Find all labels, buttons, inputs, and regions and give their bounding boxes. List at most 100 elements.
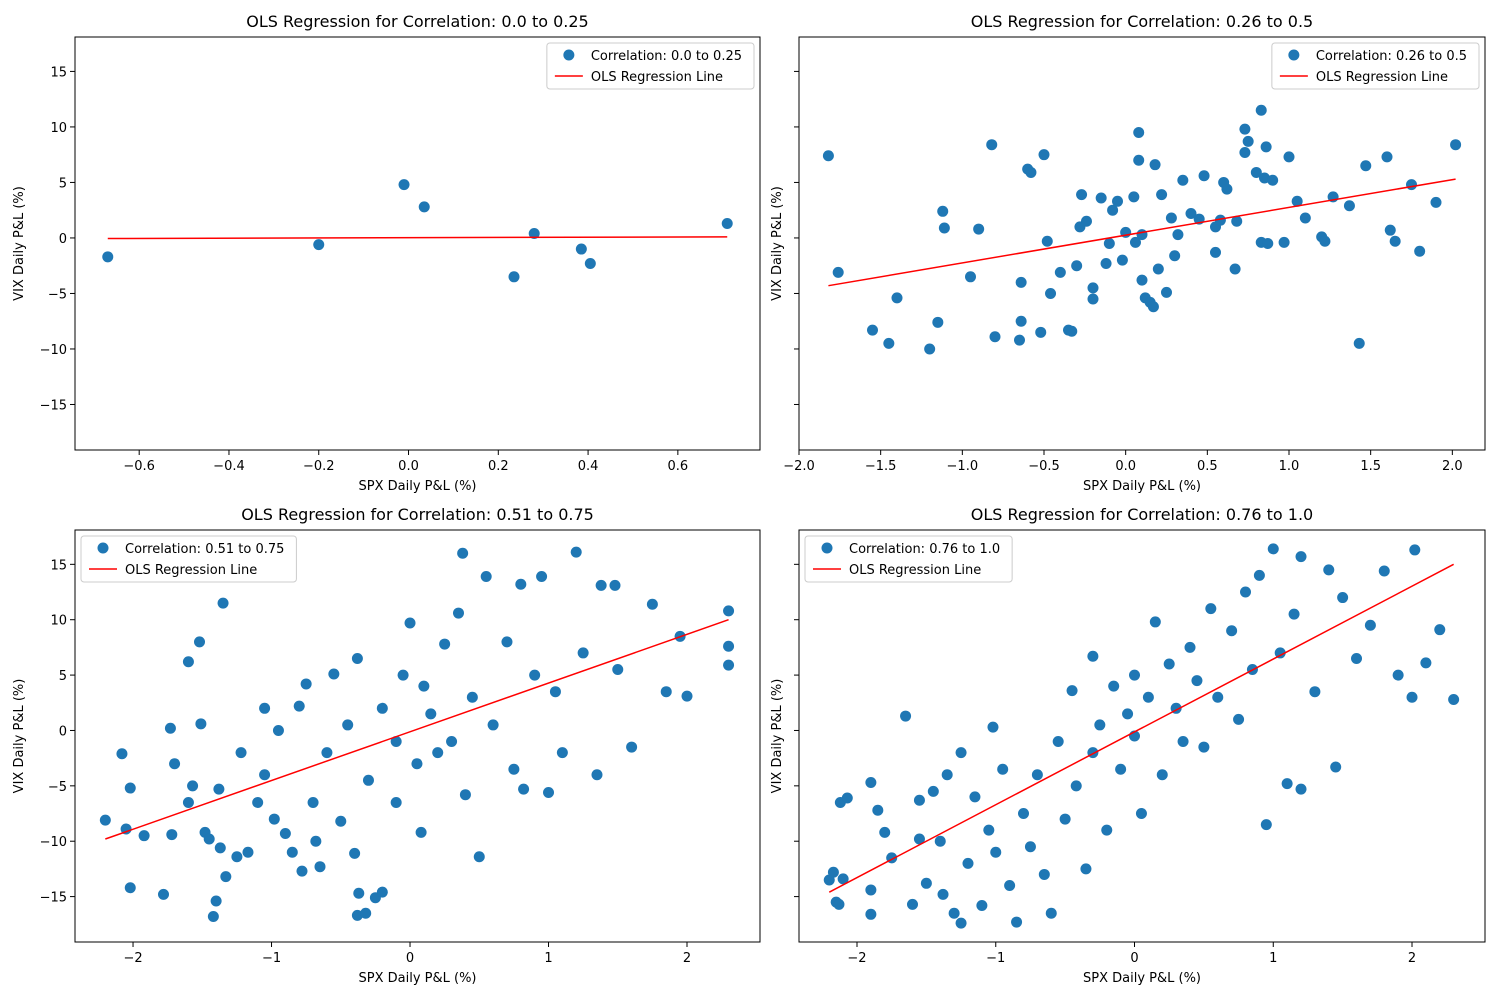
legend: Correlation: 0.0 to 0.25 OLS Regression L… bbox=[546, 42, 755, 90]
scatter-point bbox=[1004, 880, 1016, 892]
scatter-point bbox=[575, 243, 587, 255]
subplot: OLS Regression for Correlation: 0.51 to … bbox=[12, 505, 761, 986]
scatter-point bbox=[1205, 603, 1217, 615]
legend-marker bbox=[1288, 49, 1300, 61]
scatter-point bbox=[1253, 569, 1265, 581]
scatter-point bbox=[376, 702, 388, 714]
scatter-point bbox=[1389, 235, 1401, 247]
scatter-point bbox=[1128, 191, 1140, 203]
scatter-point bbox=[235, 747, 247, 759]
scatter-point bbox=[1295, 551, 1307, 563]
y-tick-label: −5 bbox=[48, 780, 67, 795]
scatter-point bbox=[286, 846, 298, 858]
scatter-point bbox=[987, 721, 999, 733]
scatter-point bbox=[989, 331, 1001, 343]
scatter-point bbox=[207, 911, 219, 923]
y-tick-label: 10 bbox=[50, 614, 67, 629]
scatter-point bbox=[182, 796, 194, 808]
scatter-point bbox=[398, 179, 410, 191]
x-tick-label: −1 bbox=[986, 951, 1005, 966]
scatter-point bbox=[1136, 229, 1148, 241]
scatter-point bbox=[259, 769, 271, 781]
scatter-point bbox=[976, 899, 988, 911]
x-tick-label: −2 bbox=[123, 951, 142, 966]
scatter-point bbox=[268, 813, 280, 825]
y-axis-label: VIX Daily P&L (%) bbox=[770, 186, 785, 301]
scatter-point bbox=[1177, 736, 1189, 748]
scatter-point bbox=[1330, 761, 1342, 773]
scatter-point bbox=[900, 710, 912, 722]
scatter-point bbox=[1212, 691, 1224, 703]
scatter-point bbox=[827, 866, 839, 878]
scatter-point bbox=[1076, 189, 1088, 201]
scatter-point bbox=[1255, 104, 1267, 116]
scatter-point bbox=[99, 814, 111, 826]
legend-label: Correlation: 0.76 to 1.0 bbox=[849, 542, 1000, 557]
x-tick-label: 2.0 bbox=[1442, 459, 1463, 474]
scatter-point bbox=[938, 222, 950, 234]
scatter-point bbox=[231, 851, 243, 863]
scatter-point bbox=[1156, 769, 1168, 781]
scatter-point bbox=[501, 636, 513, 648]
scatter-point bbox=[924, 343, 936, 355]
plot-area bbox=[99, 546, 735, 923]
scatter-point bbox=[867, 324, 878, 336]
legend-label: Correlation: 0.0 to 0.25 bbox=[591, 49, 742, 64]
scatter-point bbox=[1025, 166, 1037, 178]
scatter-point bbox=[203, 833, 215, 845]
scatter-point bbox=[1107, 204, 1119, 216]
scatter-point bbox=[415, 826, 427, 838]
y-tick-label: 15 bbox=[50, 558, 67, 573]
scatter-point bbox=[1288, 608, 1300, 620]
scatter-point bbox=[411, 758, 423, 770]
scatter-point bbox=[1087, 282, 1099, 294]
legend-marker bbox=[821, 542, 833, 554]
scatter-point bbox=[1045, 287, 1057, 299]
scatter-point bbox=[1071, 260, 1083, 272]
scatter-point bbox=[124, 882, 136, 894]
scatter-point bbox=[983, 824, 995, 836]
x-tick-label: −0.6 bbox=[123, 459, 155, 474]
scatter-point bbox=[214, 842, 226, 854]
y-axis-label: VIX Daily P&L (%) bbox=[770, 679, 785, 794]
scatter-point bbox=[1142, 691, 1154, 703]
subplot-title: OLS Regression for Correlation: 0.76 to … bbox=[971, 505, 1313, 524]
scatter-point bbox=[164, 722, 176, 734]
scatter-point bbox=[169, 758, 181, 770]
scatter-point bbox=[1420, 657, 1432, 669]
scatter-point bbox=[457, 547, 469, 559]
scatter-point bbox=[439, 638, 451, 650]
scatter-point bbox=[1080, 863, 1092, 875]
subplot: OLS Regression for Correlation: 0.0 to 0… bbox=[12, 12, 761, 494]
scatter-point bbox=[182, 656, 194, 668]
regression-line bbox=[828, 178, 1456, 287]
scatter-point bbox=[1281, 778, 1293, 790]
scatter-point bbox=[418, 680, 430, 692]
scatter-point bbox=[1095, 192, 1107, 204]
scatter-point bbox=[990, 846, 1002, 858]
scatter-point bbox=[872, 804, 884, 816]
scatter-point bbox=[1152, 263, 1164, 275]
scatter-point bbox=[1015, 276, 1027, 288]
scatter-point bbox=[948, 907, 960, 919]
scatter-point bbox=[1149, 616, 1161, 628]
regression-line bbox=[105, 619, 729, 840]
scatter-point bbox=[721, 218, 733, 230]
scatter-point bbox=[1231, 215, 1243, 227]
scatter-point bbox=[612, 664, 624, 676]
subplot: OLS Regression for Correlation: 0.76 to … bbox=[770, 505, 1486, 986]
x-tick-label: −0.5 bbox=[1028, 459, 1060, 474]
x-tick-label: −2 bbox=[847, 951, 866, 966]
scatter-point bbox=[1406, 179, 1417, 191]
scatter-point bbox=[1169, 250, 1181, 262]
scatter-point bbox=[1448, 693, 1460, 705]
scatter-point bbox=[1161, 286, 1172, 298]
scatter-point bbox=[217, 597, 229, 609]
scatter-point bbox=[577, 647, 589, 659]
scatter-point bbox=[1185, 208, 1197, 220]
scatter-point bbox=[997, 763, 1009, 775]
scatter-point bbox=[432, 747, 444, 759]
scatter-point bbox=[1024, 841, 1036, 853]
scatter-point bbox=[1041, 235, 1053, 247]
scatter-point bbox=[1133, 126, 1145, 138]
